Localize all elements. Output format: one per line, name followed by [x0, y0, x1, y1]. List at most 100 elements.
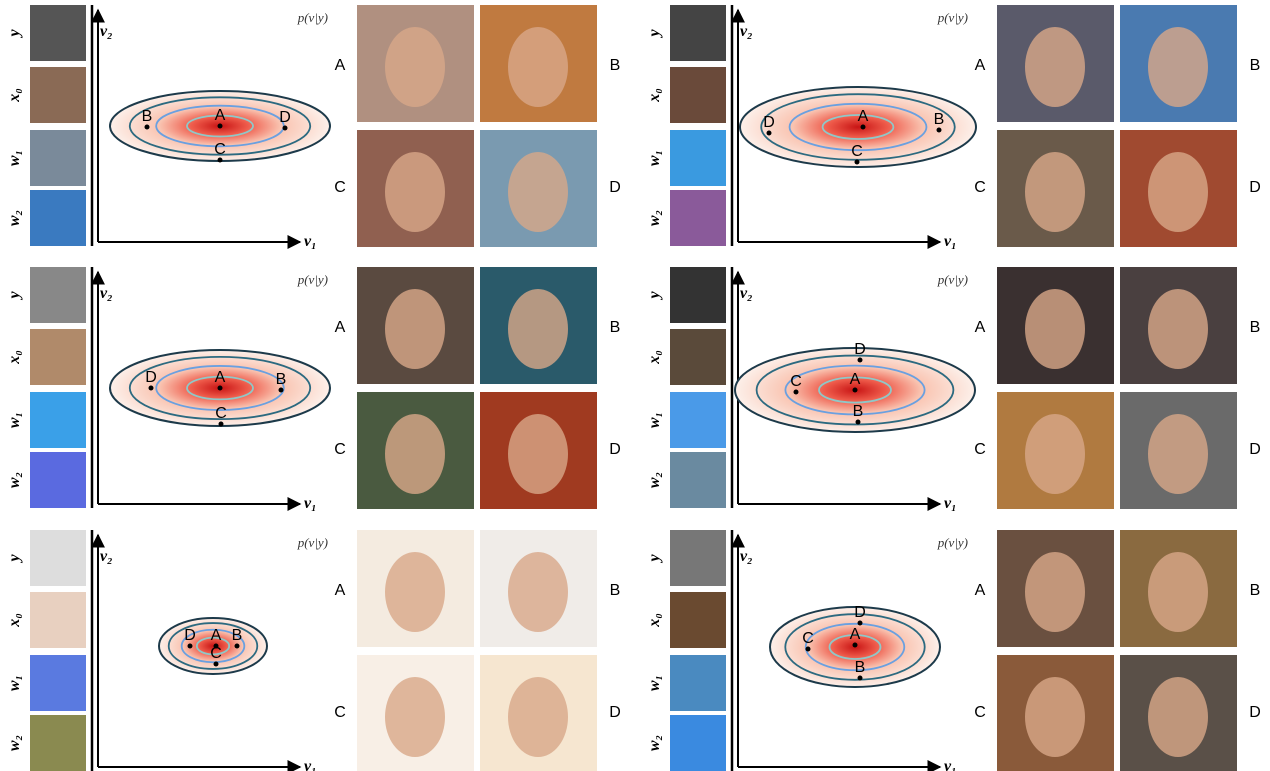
axis-label: v₂ — [100, 23, 113, 40]
point — [936, 127, 942, 133]
face — [1148, 677, 1208, 757]
row-label: x₀ — [6, 88, 23, 103]
image-label: C — [974, 179, 986, 196]
face — [1148, 152, 1208, 232]
point — [144, 124, 150, 130]
image-label: A — [975, 319, 986, 336]
row-label: x₀ — [646, 350, 663, 365]
row-label: w₂ — [6, 735, 23, 751]
point-label: D — [763, 114, 775, 131]
image-label: D — [609, 441, 621, 458]
point-label: B — [853, 403, 864, 420]
point — [793, 389, 799, 395]
contour — [804, 622, 906, 672]
image-label: B — [1250, 319, 1261, 336]
row-label: w₂ — [646, 210, 663, 226]
axis-label: v₂ — [100, 285, 113, 302]
face — [1025, 27, 1085, 107]
thumbnail — [670, 715, 726, 771]
thumbnail — [30, 130, 86, 186]
face — [1148, 27, 1208, 107]
face — [1025, 414, 1085, 494]
point-label: C — [790, 373, 802, 390]
face — [385, 27, 445, 107]
thumbnail — [30, 5, 86, 61]
point — [852, 642, 858, 648]
row-label: w₁ — [6, 412, 23, 428]
point — [148, 385, 154, 391]
point-label: A — [215, 107, 226, 124]
thumbnail — [670, 452, 726, 508]
density-label: p(v|y) — [297, 535, 328, 550]
point — [857, 620, 863, 626]
row-label: w₂ — [6, 472, 23, 488]
point — [857, 357, 863, 363]
axis-label: v₁ — [304, 495, 317, 512]
image-label: C — [334, 441, 346, 458]
row-label: y — [646, 291, 663, 301]
face — [1025, 152, 1085, 232]
thumbnail — [30, 452, 86, 508]
density-label: p(v|y) — [937, 535, 968, 550]
point-label: C — [215, 405, 227, 422]
image-label: D — [1249, 441, 1261, 458]
row-label: y — [646, 554, 663, 564]
point-label: B — [276, 371, 287, 388]
row-label: w₁ — [646, 675, 663, 691]
image-label: A — [335, 582, 346, 599]
row-label: w₁ — [646, 150, 663, 166]
point-label: C — [851, 143, 863, 160]
contour — [784, 364, 926, 416]
density-label: p(v|y) — [297, 272, 328, 287]
row-label: w₂ — [6, 210, 23, 226]
point-label: B — [934, 111, 945, 128]
contour — [828, 634, 882, 660]
point-label: C — [214, 141, 226, 158]
axis-label: v₂ — [740, 23, 753, 40]
thumbnail — [30, 592, 86, 648]
face — [385, 289, 445, 369]
point — [854, 159, 860, 165]
thumbnail — [30, 329, 86, 385]
axis-label: v₁ — [944, 758, 957, 771]
face — [508, 677, 568, 757]
point — [217, 157, 223, 163]
point-label: D — [279, 109, 291, 126]
row-label: x₀ — [6, 613, 23, 628]
point — [213, 661, 219, 667]
face — [1025, 677, 1085, 757]
thumbnail — [30, 392, 86, 448]
density — [158, 617, 268, 675]
point-label: A — [858, 108, 869, 125]
axis-label: v₁ — [304, 758, 317, 771]
row-label: x₀ — [646, 88, 663, 103]
image-label: D — [609, 704, 621, 721]
row-label: w₁ — [646, 412, 663, 428]
thumbnail — [670, 655, 726, 711]
image-label: A — [975, 57, 986, 74]
face — [508, 414, 568, 494]
density-label: p(v|y) — [937, 10, 968, 25]
image-label: D — [1249, 179, 1261, 196]
axis-label: v₂ — [740, 285, 753, 302]
image-label: D — [609, 179, 621, 196]
point — [805, 646, 811, 652]
contour — [186, 375, 254, 401]
point-label: B — [232, 627, 243, 644]
thumbnail — [670, 267, 726, 323]
face — [1148, 414, 1208, 494]
row-label: y — [646, 29, 663, 39]
contour — [195, 636, 231, 656]
thumbnail — [30, 530, 86, 586]
thumbnail — [670, 190, 726, 246]
point — [217, 123, 223, 129]
point-label: D — [854, 341, 866, 358]
contour — [167, 622, 259, 670]
image-label: A — [335, 57, 346, 74]
thumbnail — [670, 592, 726, 648]
face — [1025, 552, 1085, 632]
face — [385, 152, 445, 232]
